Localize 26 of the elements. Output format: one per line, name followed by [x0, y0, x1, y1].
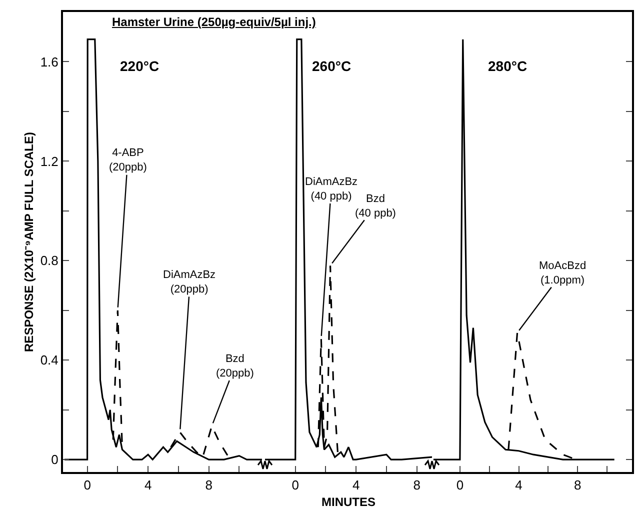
chart-title: Hamster Urine (250µg-equiv/5µl inj.) [112, 15, 316, 29]
y-axis-title: RESPONSE (2X10⁻⁹AMP FULL SCALE) [22, 132, 36, 352]
annotation: 4-ABP (20ppb) [109, 147, 147, 174]
annotation: 280°C [488, 58, 528, 74]
x-tick-label: 8 [574, 478, 582, 493]
annotation: Bzd (40 ppb) [355, 193, 396, 220]
y-tick-label: 0 [51, 452, 58, 468]
x-tick-label: 4 [515, 478, 522, 493]
y-tick-label: 0.8 [40, 253, 58, 268]
y-tick-label: 0.4 [40, 352, 58, 368]
x-tick-label: 8 [413, 478, 420, 493]
x-tick-label: 0 [84, 478, 91, 493]
x-tick-label: 4 [144, 478, 152, 493]
annotation: 220°C [120, 58, 160, 74]
annotation: DiAmAzBz (20ppb) [163, 269, 216, 296]
x-tick-label: 0 [292, 478, 299, 493]
x-tick-label: 8 [205, 478, 212, 493]
annotation: Bzd (20ppb) [216, 353, 254, 380]
x-tick-label: 4 [352, 478, 360, 493]
annotation: DiAmAzBz (40 ppb) [305, 176, 358, 202]
x-axis-title: MINUTES [322, 495, 376, 509]
annotation: MoAcBzd (1.0ppm) [539, 260, 586, 286]
y-tick-label: 1.2 [40, 154, 58, 169]
annotation: 260°C [312, 58, 352, 74]
x-tick-label: 0 [456, 478, 464, 493]
y-tick-label: 1.6 [40, 54, 58, 70]
